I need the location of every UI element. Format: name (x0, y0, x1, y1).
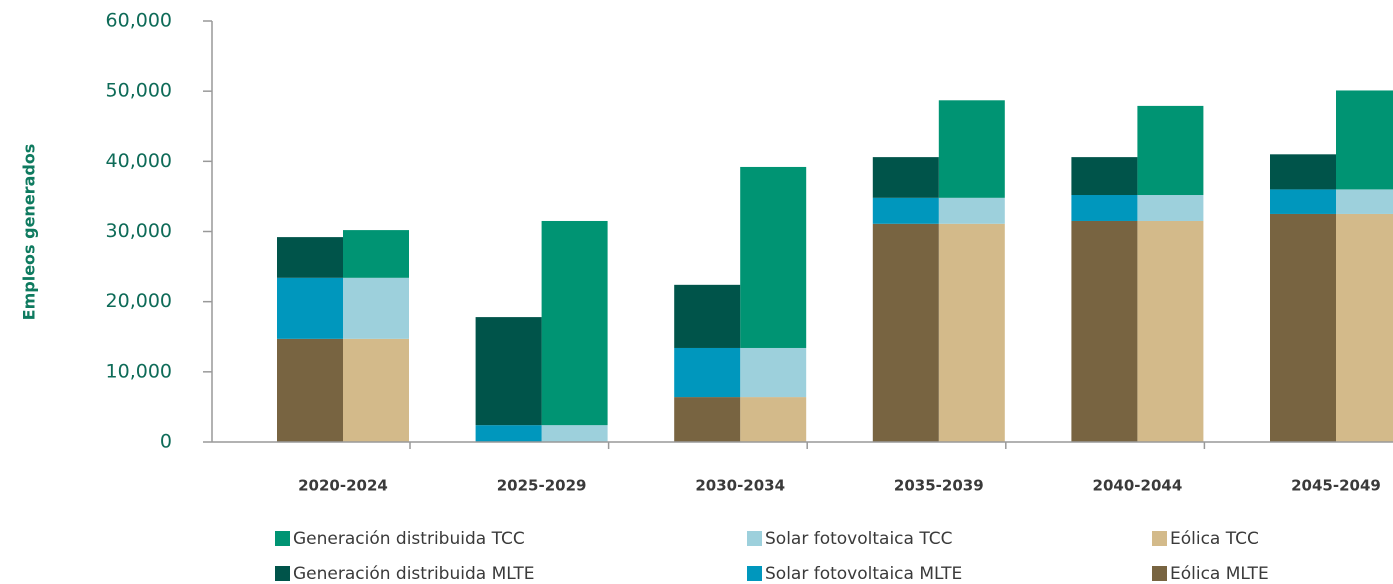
bar-segment (343, 230, 409, 278)
legend-swatch (275, 531, 290, 546)
bar-segment (872, 223, 939, 442)
bar-segment (938, 197, 1005, 224)
bar-segment (674, 397, 741, 442)
bar-segment (277, 338, 343, 442)
x-tick-label: 2040-2044 (1093, 477, 1183, 495)
bar-segment (1071, 220, 1138, 442)
bar-segment (541, 425, 608, 442)
bar-segment (541, 220, 608, 426)
bar-segment (872, 197, 939, 224)
y-axis-label: Empleos generados (20, 144, 39, 321)
bar-segment (277, 237, 343, 278)
y-tick-label: 50,000 (106, 80, 172, 102)
legend-label: Generación distribuida TCC (293, 529, 525, 549)
bar-segment (1071, 157, 1138, 196)
legend-swatch (747, 531, 762, 546)
bar-segment (938, 100, 1005, 198)
legend-label: Eólica MLTE (1170, 564, 1269, 584)
legend-label: Solar fotovoltaica TCC (765, 529, 952, 549)
bar-segment (343, 277, 409, 339)
legend-swatch (747, 566, 762, 581)
legend-label: Generación distribuida MLTE (293, 564, 535, 584)
y-tick-label: 0 (160, 431, 172, 453)
bar-segment (740, 347, 807, 398)
y-tick-label: 30,000 (106, 220, 172, 242)
bar-segment (1336, 213, 1393, 442)
bar-segment (938, 223, 1005, 442)
bar-segment (1137, 195, 1204, 221)
bar-segment (674, 347, 741, 398)
legend-swatch (1152, 531, 1167, 546)
x-tick-label: 2025-2029 (497, 477, 587, 495)
legend-swatch (1152, 566, 1167, 581)
bar-segment (740, 397, 807, 442)
legend-label: Eólica TCC (1170, 529, 1259, 549)
bar-segment (475, 425, 542, 442)
bar-segment (1137, 220, 1204, 442)
legend-label: Solar fotovoltaica MLTE (765, 564, 962, 584)
y-tick-label: 60,000 (106, 10, 172, 32)
bar-segment (1336, 90, 1393, 190)
bar-segment (343, 338, 409, 442)
y-tick-label: 40,000 (106, 150, 172, 172)
bar-segment (1270, 213, 1336, 442)
bar-segment (740, 166, 807, 348)
bar-segment (1270, 154, 1336, 190)
x-tick-label: 2045-2049 (1291, 477, 1381, 495)
y-tick-label: 10,000 (106, 360, 172, 382)
bar-segment (1336, 189, 1393, 214)
bar-segment (1270, 189, 1336, 214)
bar-segment (277, 277, 343, 339)
x-tick-label: 2030-2034 (695, 477, 785, 495)
x-tick-label: 2020-2024 (298, 477, 388, 495)
y-tick-label: 20,000 (106, 290, 172, 312)
x-tick-label: 2035-2039 (894, 477, 984, 495)
bar-segment (1137, 105, 1204, 196)
bar-segment (872, 157, 939, 198)
bar-segment (475, 317, 542, 426)
legend-swatch (275, 566, 290, 581)
bar-segment (674, 284, 741, 348)
bar-segment (1071, 195, 1138, 221)
